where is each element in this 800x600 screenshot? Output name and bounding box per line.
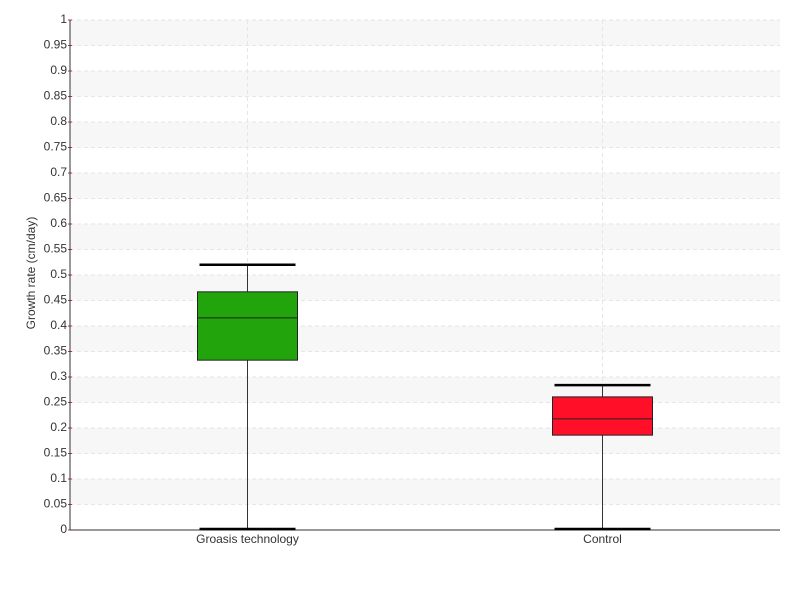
grid-stripe — [70, 275, 780, 301]
y-tick-label: 0.2 — [50, 420, 67, 434]
y-tick-label: 0.05 — [44, 497, 68, 511]
y-tick-label: 0 — [60, 522, 67, 536]
grid-stripe — [70, 224, 780, 250]
grid-stripe — [70, 326, 780, 352]
grid-stripe — [70, 377, 780, 403]
grid-stripe — [70, 122, 780, 148]
y-tick-label: 0.65 — [44, 191, 68, 205]
y-tick-label: 0.9 — [50, 63, 67, 77]
y-tick-label: 0.95 — [44, 38, 68, 52]
grid-stripe — [70, 71, 780, 97]
y-tick-label: 0.75 — [44, 140, 68, 154]
y-tick-label: 0.15 — [44, 446, 68, 460]
box — [552, 396, 653, 436]
y-tick-label: 0.85 — [44, 89, 68, 103]
y-tick-label: 0.35 — [44, 344, 68, 358]
y-tick-label: 0.7 — [50, 165, 67, 179]
box — [197, 291, 298, 361]
y-tick-label: 0.5 — [50, 267, 67, 281]
grid-stripe — [70, 20, 780, 46]
y-tick-label: 0.8 — [50, 114, 67, 128]
grid-stripe — [70, 173, 780, 199]
y-tick-label: 0.1 — [50, 471, 67, 485]
x-tick-label: Control — [583, 532, 622, 546]
y-tick-label: 0.25 — [44, 395, 68, 409]
y-tick-label: 0.45 — [44, 293, 68, 307]
y-tick-label: 1 — [60, 12, 67, 26]
y-tick-label: 0.6 — [50, 216, 67, 230]
x-tick-label: Groasis technology — [196, 532, 299, 546]
y-tick-label: 0.3 — [50, 369, 67, 383]
grid-stripe — [70, 428, 780, 454]
y-tick-label: 0.4 — [50, 318, 67, 332]
y-tick-label: 0.55 — [44, 242, 68, 256]
y-axis-label: Growth rate (cm/day) — [24, 217, 38, 330]
grid-stripe — [70, 479, 780, 505]
